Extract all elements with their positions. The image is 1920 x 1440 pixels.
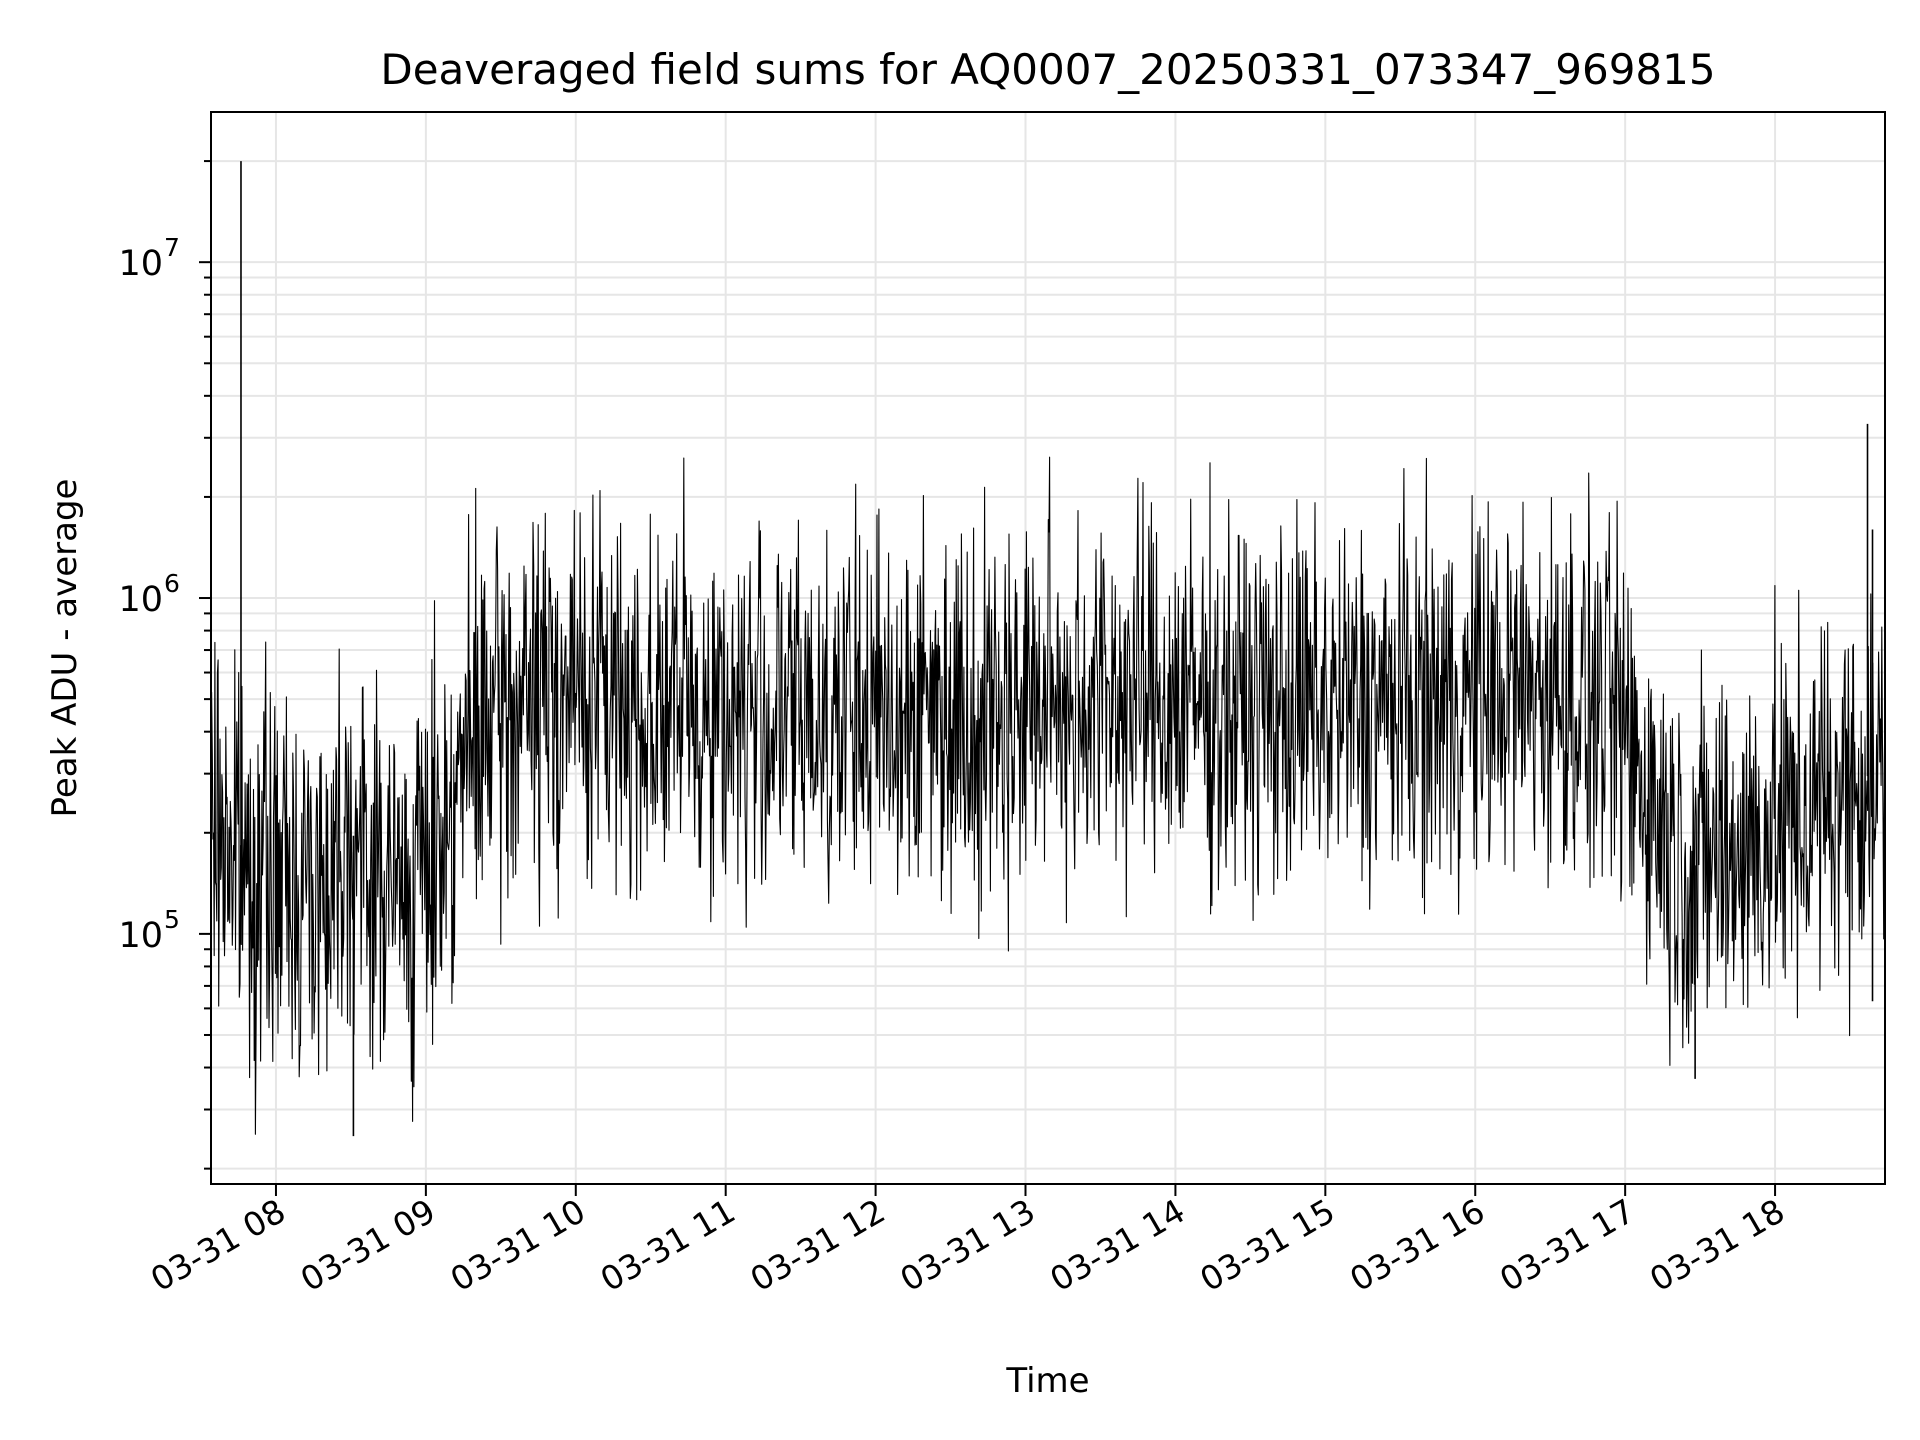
y-tick-label: 10: [118, 916, 163, 956]
plot-frame: [210, 111, 1886, 1185]
series-path: [210, 456, 1886, 1135]
x-axis-label: Time: [1005, 1361, 1089, 1401]
y-tick-label: 10: [118, 244, 163, 284]
y-tick-label: 10: [118, 580, 163, 620]
y-tick-exponent: 7: [164, 233, 180, 262]
chart-title: Deaveraged field sums for AQ0007_2025033…: [380, 45, 1715, 94]
series-line: [210, 161, 1886, 1137]
y-axis-label: Peak ADU - average: [45, 479, 85, 818]
y-tick-exponent: 5: [164, 905, 180, 934]
y-tick-exponent: 6: [164, 569, 180, 598]
grid: [211, 112, 1885, 1184]
